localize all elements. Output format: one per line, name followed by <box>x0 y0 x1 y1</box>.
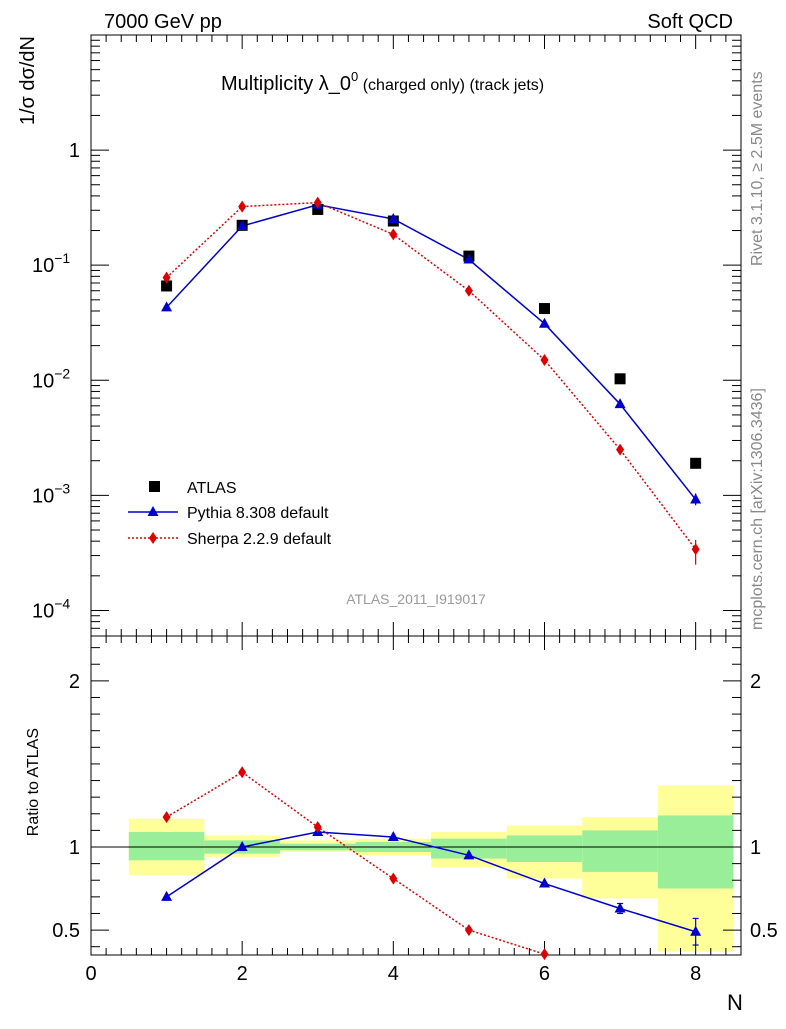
pythia-ratio-point <box>161 890 173 901</box>
sherpa-ratio-point <box>313 821 322 834</box>
atlas-main-point <box>538 303 550 315</box>
pythia-ratio-point <box>463 849 475 860</box>
atlas-main-point <box>690 457 702 469</box>
pythia-ratio-point <box>538 877 550 888</box>
pythia-main-point <box>538 317 550 328</box>
sherpa-main-point <box>313 196 322 209</box>
sherpa-ratio-point <box>389 872 398 885</box>
atlas-main-point <box>312 203 324 215</box>
green-band-7 <box>582 830 658 872</box>
pythia-ratio-point <box>236 841 248 852</box>
legend-sherpa-label: Sherpa 2.2.9 default <box>187 531 332 548</box>
green-band-8 <box>657 815 734 889</box>
x-tick-label: 4 <box>388 963 399 985</box>
ratio-y-tick-label-right: 0.5 <box>750 920 778 942</box>
x-tick-label: 2 <box>237 963 248 985</box>
sherpa-main-point <box>389 228 398 241</box>
sherpa-ratio-point <box>238 766 247 779</box>
pythia-main-point <box>463 253 475 264</box>
mcplots-label: mcplots.cern.ch [arXiv:1306.3436] <box>749 388 766 630</box>
title-main: Multiplicity λ_0 <box>221 73 351 95</box>
ratio-y-tick-label-right: 1 <box>750 837 761 859</box>
atlas-main-point <box>614 373 626 385</box>
green-band-5 <box>431 838 507 859</box>
pythia-ratio-point <box>387 831 399 842</box>
pythia-main-point <box>236 220 248 231</box>
plot-layer: 0 2 4 6 8 1 10−1 10−2 10−3 10−4 0.5 0.5 1 1 2 2 <box>32 34 778 985</box>
pythia-main-line <box>166 203 697 501</box>
ratio-y-tick-label: 0.5 <box>52 920 80 942</box>
ratio-y-tick-label-right: 2 <box>750 671 761 693</box>
atlas-main-point <box>161 280 173 292</box>
sherpa-ratio-line <box>166 771 546 955</box>
ratio-ylabel: Ratio to ATLAS <box>25 728 42 836</box>
main-plot-title: Multiplicity λ_00 (charged only) (track … <box>221 69 544 95</box>
pythia-main-point <box>161 301 173 312</box>
analysis-label: ATLAS_2011_I919017 <box>346 591 486 607</box>
x-axis-label: N <box>727 990 743 1015</box>
rivet-version-label: Rivet 3.1.10, ≥ 2.5M events <box>749 71 766 266</box>
title-superscript: 0 <box>351 69 358 84</box>
ratio-y-tick-label: 2 <box>69 671 80 693</box>
title-subtext: (charged only) (track jets) <box>358 77 544 94</box>
x-tick-label: 6 <box>539 963 550 985</box>
green-band-1 <box>128 832 205 861</box>
green-band-6 <box>506 835 583 862</box>
legend-pythia-marker <box>147 506 159 516</box>
ratio-y-tick-label: 1 <box>69 837 80 859</box>
sherpa-main-line <box>166 201 697 550</box>
sherpa-main-point <box>238 200 247 213</box>
y-tick-label: 10−4 <box>32 595 70 622</box>
pythia-ratio-line <box>166 831 696 933</box>
legend: ATLAS Pythia 8.308 default Sherpa 2.2.9 … <box>128 480 332 548</box>
sherpa-ratio-point <box>540 948 549 961</box>
pythia-main-point <box>614 398 626 409</box>
category-label: Soft QCD <box>647 11 733 33</box>
sherpa-ratio-point <box>162 811 171 824</box>
sherpa-main-point <box>464 284 473 297</box>
legend-sherpa-marker <box>149 532 157 544</box>
legend-pythia-label: Pythia 8.308 default <box>187 505 329 522</box>
y-tick-label: 10−3 <box>32 480 70 507</box>
legend-atlas-label: ATLAS <box>187 480 237 497</box>
x-tick-label: 8 <box>690 963 701 985</box>
sherpa-ratio-point <box>464 924 473 937</box>
sherpa-main-point <box>162 271 171 284</box>
sherpa-main-point <box>540 354 549 367</box>
ratio-plot-frame <box>90 635 742 956</box>
legend-atlas-marker <box>149 481 160 492</box>
y-tick-label: 10−1 <box>32 250 70 277</box>
sherpa-main-point <box>616 443 625 456</box>
energy-label: 7000 GeV pp <box>104 11 222 33</box>
x-tick-label: 0 <box>85 963 96 985</box>
y-tick-label: 1 <box>69 140 80 162</box>
y-tick-label: 10−2 <box>32 365 70 392</box>
pythia-main-point <box>387 212 399 223</box>
main-ylabel: 1/σ dσ/dN <box>17 36 39 125</box>
